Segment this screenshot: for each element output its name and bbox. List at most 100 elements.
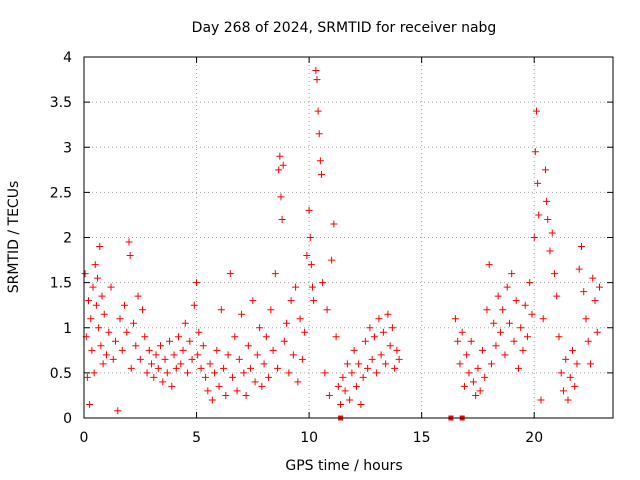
data-point — [98, 292, 106, 300]
data-point — [582, 315, 590, 323]
data-point — [179, 346, 187, 354]
data-point — [573, 360, 581, 368]
data-point — [564, 396, 572, 404]
data-point — [460, 382, 468, 390]
data-point — [271, 270, 279, 278]
data-point — [238, 310, 246, 318]
data-point — [531, 148, 539, 156]
data-point — [580, 288, 588, 296]
data-point — [483, 306, 491, 314]
y-tick-label: 3 — [63, 140, 72, 156]
data-point — [523, 333, 531, 341]
data-point — [346, 396, 354, 404]
data-point — [262, 333, 270, 341]
data-point — [315, 130, 323, 138]
data-point — [508, 270, 516, 278]
data-point — [83, 373, 91, 381]
data-point — [458, 328, 466, 336]
data-point — [382, 360, 390, 368]
data-point — [350, 346, 358, 354]
data-point — [224, 351, 232, 359]
data-point — [559, 387, 567, 395]
data-point — [283, 319, 291, 327]
data-point — [233, 387, 241, 395]
y-tick-label: 1.5 — [50, 276, 72, 292]
data-point — [186, 337, 194, 345]
data-point — [321, 369, 329, 377]
data-point — [103, 351, 111, 359]
data-point — [591, 297, 599, 305]
data-point — [279, 161, 287, 169]
x-tick-label: 0 — [80, 430, 89, 446]
x-tick-label: 20 — [525, 430, 543, 446]
data-point — [539, 315, 547, 323]
data-point — [181, 319, 189, 327]
data-point — [571, 382, 579, 390]
data-point — [566, 373, 574, 381]
data-point — [586, 360, 594, 368]
data-point — [139, 306, 147, 314]
y-tick-label: 2 — [63, 231, 72, 247]
data-point — [454, 337, 462, 345]
data-point — [274, 364, 282, 372]
data-point — [188, 355, 196, 363]
data-point — [532, 107, 540, 115]
data-point — [258, 382, 266, 390]
data-point — [301, 328, 309, 336]
data-point — [175, 333, 183, 341]
data-point — [90, 369, 98, 377]
data-point — [112, 337, 120, 345]
data-point — [463, 351, 471, 359]
data-point — [289, 351, 297, 359]
data-point — [330, 220, 338, 228]
data-point — [352, 382, 360, 390]
data-point — [298, 355, 306, 363]
data-point — [114, 407, 122, 415]
y-tick-label: 1 — [63, 321, 72, 337]
data-point — [163, 369, 171, 377]
data-point — [226, 270, 234, 278]
data-point — [512, 297, 520, 305]
data-point — [222, 391, 230, 399]
data-point — [343, 360, 351, 368]
data-point — [535, 211, 543, 219]
data-point — [87, 315, 95, 323]
data-point — [469, 378, 477, 386]
ticks-layer: 0 0.5 1 1.5 2 2.5 3 3.5 4 0 5 10 15 20 — [50, 50, 613, 446]
data-point — [499, 306, 507, 314]
data-point — [256, 324, 264, 332]
data-point — [195, 328, 203, 336]
grid-layer — [84, 57, 613, 418]
x-tick-label: 5 — [192, 430, 201, 446]
data-point — [494, 292, 502, 300]
data-point — [213, 346, 221, 354]
data-point — [557, 369, 565, 377]
data-point — [81, 270, 89, 278]
data-point — [249, 297, 257, 305]
data-point — [235, 355, 243, 363]
data-point — [166, 337, 174, 345]
data-point — [393, 346, 401, 354]
data-point — [546, 247, 554, 255]
data-point — [465, 369, 473, 377]
x-tick-label: 10 — [300, 430, 318, 446]
data-point — [555, 333, 563, 341]
data-point — [541, 166, 549, 174]
data-point — [313, 76, 321, 84]
data-point — [229, 373, 237, 381]
data-point — [395, 355, 403, 363]
data-point — [269, 346, 277, 354]
data-point — [292, 283, 300, 291]
data-point — [247, 364, 255, 372]
data-point — [118, 346, 126, 354]
data-point — [127, 364, 135, 372]
data-point — [92, 301, 100, 309]
data-point — [244, 342, 252, 350]
data-point — [123, 328, 131, 336]
data-point — [194, 351, 202, 359]
data-point — [319, 279, 327, 287]
data-point — [105, 328, 113, 336]
data-point — [377, 351, 385, 359]
data-point — [170, 351, 178, 359]
data-point — [280, 337, 288, 345]
